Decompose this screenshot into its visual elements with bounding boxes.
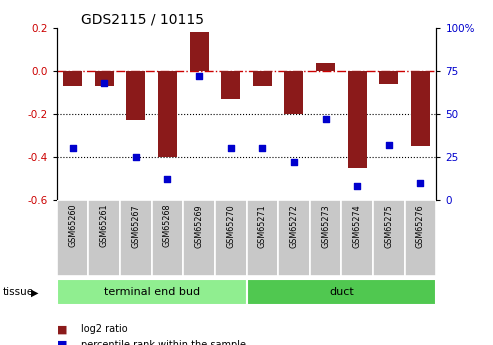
Bar [215,200,246,276]
Text: ■: ■ [57,325,67,334]
Text: GSM65274: GSM65274 [352,204,362,247]
Text: GSM65269: GSM65269 [195,204,204,247]
Text: percentile rank within the sample: percentile rank within the sample [81,340,246,345]
Bar [158,71,177,157]
Point [164,177,172,182]
Bar [183,200,215,276]
Bar [405,200,436,276]
Bar [341,200,373,276]
Point [290,159,298,165]
Bar [246,200,278,276]
Point [321,116,329,122]
Text: GSM65260: GSM65260 [68,204,77,247]
Bar [316,63,335,71]
Point [258,146,266,151]
Text: duct: duct [329,287,354,297]
Bar [411,71,430,146]
Bar [88,200,120,276]
Bar [63,71,82,86]
Bar [253,71,272,86]
Text: GSM65270: GSM65270 [226,204,235,247]
Bar [284,71,304,114]
Text: tissue: tissue [2,287,34,297]
Text: GSM65268: GSM65268 [163,204,172,247]
Bar [57,200,88,276]
Point [195,73,203,79]
Bar [57,279,246,305]
Bar [278,200,310,276]
Bar [246,279,436,305]
Point [100,80,108,86]
Text: GSM65267: GSM65267 [131,204,141,247]
Bar [120,200,152,276]
Text: GSM65261: GSM65261 [100,204,108,247]
Bar [221,71,240,99]
Text: ▶: ▶ [31,287,38,297]
Text: ■: ■ [57,340,67,345]
Text: GSM65272: GSM65272 [289,204,298,248]
Text: GDS2115 / 10115: GDS2115 / 10115 [81,12,204,26]
Bar [126,71,145,120]
Point [353,184,361,189]
Point [69,146,76,151]
Bar [189,32,209,71]
Point [385,142,393,148]
Text: GSM65271: GSM65271 [258,204,267,247]
Bar [373,200,405,276]
Bar [310,200,341,276]
Text: log2 ratio: log2 ratio [81,325,128,334]
Point [417,180,424,186]
Text: GSM65276: GSM65276 [416,204,425,247]
Text: terminal end bud: terminal end bud [104,287,200,297]
Text: GSM65275: GSM65275 [385,204,393,248]
Bar [348,71,367,168]
Point [227,146,235,151]
Point [132,154,140,160]
Bar [95,71,113,86]
Text: GSM65273: GSM65273 [321,204,330,247]
Bar [380,71,398,84]
Bar [152,200,183,276]
